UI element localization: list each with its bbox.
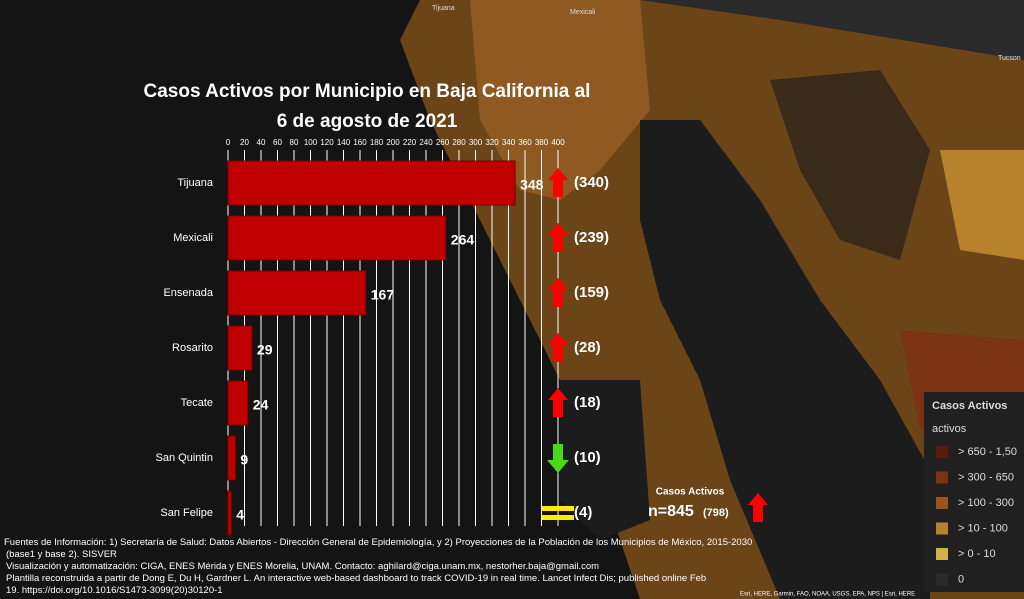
- trend-arrow: [548, 168, 568, 197]
- chart: 0 20 40 60 80 100 120 140 160 180 200 220 240 260 280 3…: [156, 138, 768, 536]
- bar: [227, 270, 367, 316]
- legend-label: > 0 - 10: [958, 548, 996, 560]
- x-tick-label: 320: [485, 138, 499, 147]
- previous-label: (239): [574, 229, 609, 246]
- legend-items: > 650 - 1,50 > 300 - 650 > 100 - 300 > 10 -…: [936, 446, 1017, 586]
- total-current: n=845: [648, 503, 694, 520]
- category-label: San Quintin: [156, 452, 213, 464]
- previous-label: (159): [574, 284, 609, 301]
- category-label: Tijuana: [177, 177, 214, 189]
- previous-label: (10): [574, 449, 601, 466]
- legend-swatch: [936, 446, 948, 458]
- legend-label: 0: [958, 573, 964, 585]
- value-label: 24: [253, 397, 269, 413]
- bar: [227, 435, 236, 481]
- note-line: (base1 y base 2). SISVER: [6, 549, 117, 560]
- notes: Fuentes de Información: 1) Secretaría de…: [4, 537, 752, 596]
- total-title: Casos Activos: [656, 487, 725, 498]
- trend-equal: [542, 506, 574, 511]
- category-label: San Felipe: [160, 507, 213, 519]
- trend-arrow: [748, 493, 768, 522]
- trend-equal: [542, 515, 574, 520]
- value-label: 9: [240, 452, 248, 468]
- x-tick-label: 80: [290, 138, 299, 147]
- map-label: Mexicali: [570, 9, 596, 16]
- x-tick-label: 260: [436, 138, 450, 147]
- map-label: Tucson: [998, 55, 1021, 62]
- legend-title: Casos Activos: [932, 400, 1007, 412]
- legend-swatch: [936, 471, 948, 484]
- legend-label: > 10 - 100: [958, 522, 1008, 534]
- x-tick-label: 40: [257, 138, 266, 147]
- x-tick-label: 140: [337, 138, 351, 147]
- chart-title: Casos Activos por Municipio en Baja Cali…: [144, 81, 591, 102]
- value-label: 167: [371, 287, 395, 303]
- legend-label: > 100 - 300: [958, 497, 1014, 509]
- trend-arrow: [547, 444, 569, 473]
- bar: [227, 325, 253, 371]
- category-label: Rosarito: [172, 342, 213, 354]
- trend-arrow: [548, 223, 568, 252]
- note-line: Fuentes de Información: 1) Secretaría de…: [4, 537, 752, 548]
- category-label: Tecate: [181, 397, 213, 409]
- value-label: 29: [257, 342, 273, 358]
- note-line: Plantilla reconstruida a partir de Dong …: [6, 573, 706, 584]
- legend-subtitle: activos: [932, 423, 967, 435]
- trend-arrow: [548, 333, 568, 362]
- x-tick-label: 280: [452, 138, 466, 147]
- category-label: Ensenada: [163, 287, 213, 299]
- x-tick-label: 160: [353, 138, 367, 147]
- value-label: 348: [520, 177, 544, 193]
- previous-label: (340): [574, 174, 609, 191]
- x-tick-label: 20: [240, 138, 249, 147]
- bar: [227, 215, 447, 261]
- previous-label: (4): [574, 504, 592, 521]
- x-tick-label: 0: [226, 138, 231, 147]
- bar: [227, 160, 516, 206]
- value-label: 4: [236, 507, 244, 523]
- bar: [227, 380, 249, 426]
- x-tick-label: 180: [370, 138, 384, 147]
- x-tick-label: 300: [469, 138, 483, 147]
- note-line: Visualización y automatización: CIGA, EN…: [6, 561, 599, 572]
- legend-label: > 650 - 1,50: [958, 446, 1017, 458]
- x-tick-label: 100: [304, 138, 318, 147]
- x-tick-label: 400: [551, 138, 565, 147]
- value-label: 264: [451, 232, 475, 248]
- legend-label: > 300 - 650: [958, 471, 1014, 483]
- bar: [227, 490, 232, 536]
- x-tick-label: 360: [518, 138, 532, 147]
- chart-title: 6 de agosto de 2021: [277, 111, 458, 132]
- trend-arrow: [548, 278, 568, 307]
- map-label: Tijuana: [432, 5, 455, 12]
- x-tick-label: 60: [273, 138, 282, 147]
- legend-swatch: [936, 548, 948, 560]
- note-line: 19. https://doi.org/10.1016/S1473-3099(2…: [6, 585, 223, 596]
- x-tick-label: 380: [535, 138, 549, 147]
- x-tick-label: 220: [403, 138, 417, 147]
- x-tick-label: 120: [320, 138, 334, 147]
- legend-swatch: [936, 522, 948, 535]
- x-tick-label: 200: [386, 138, 400, 147]
- previous-label: (28): [574, 339, 601, 356]
- previous-label: (18): [574, 394, 601, 411]
- total-previous: (798): [703, 507, 729, 519]
- legend-swatch: [936, 497, 948, 509]
- category-label: Mexicali: [173, 232, 213, 244]
- trend-arrow: [548, 388, 568, 417]
- map-legend: Casos Activos activos > 650 - 1,50 > 300 …: [924, 392, 1024, 592]
- x-tick-label: 240: [419, 138, 433, 147]
- map: Tijuana Mexicali Tucson: [400, 0, 1024, 599]
- x-tick-label: 340: [502, 138, 516, 147]
- legend-swatch: [936, 573, 948, 586]
- attribution: Esri, HERE, Garmin, FAO, NOAA, USGS, EPA…: [740, 592, 915, 598]
